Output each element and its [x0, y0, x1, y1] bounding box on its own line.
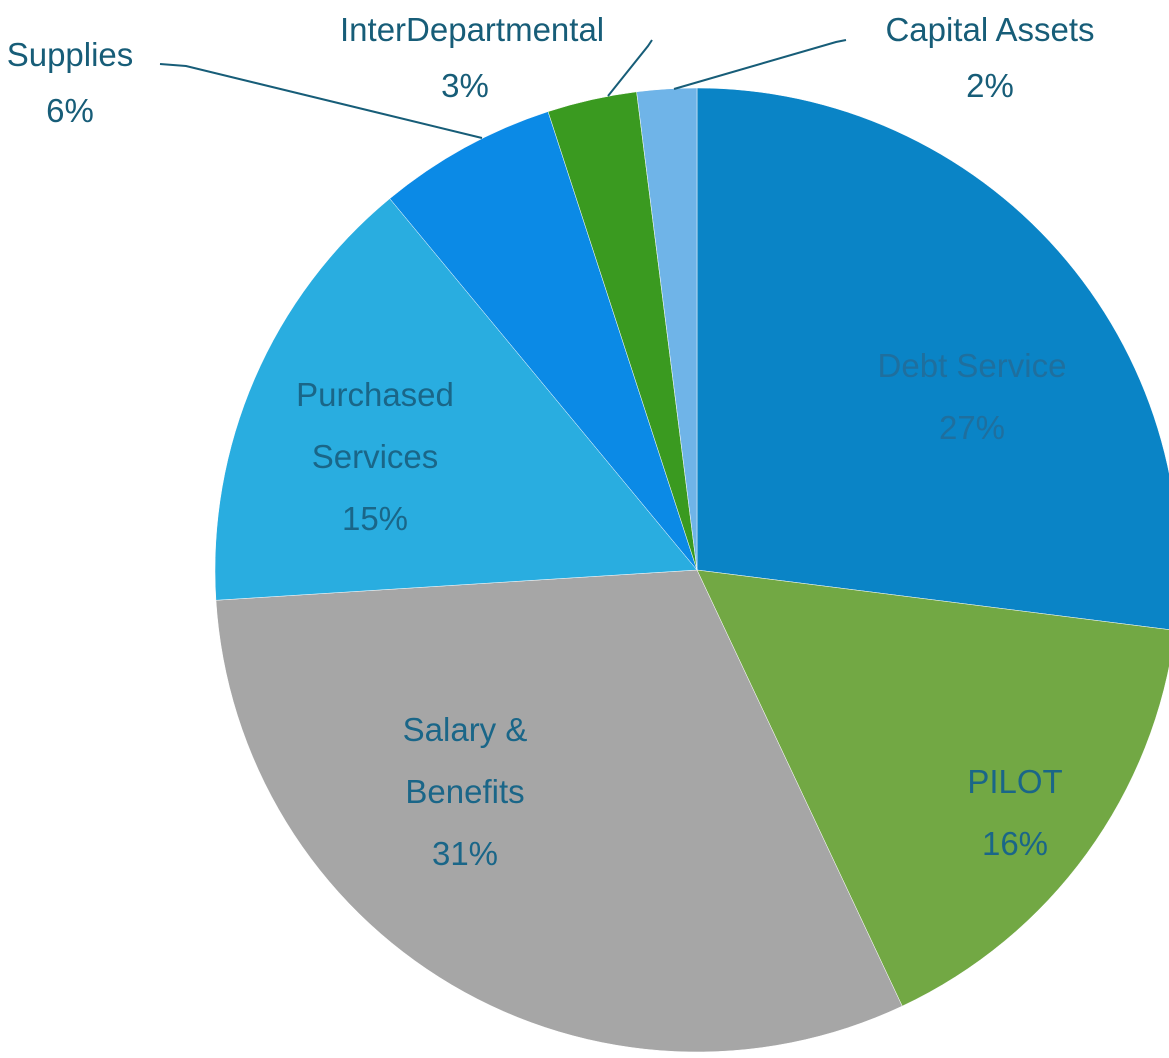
slice-label: Debt Service 27% [847, 335, 1097, 459]
category-label: Debt Service [877, 347, 1067, 384]
slice-label: Supplies 6% [0, 27, 195, 139]
value-label: 16% [981, 825, 1049, 862]
pie-slice [389, 111, 698, 571]
value-label: 15% [341, 500, 409, 537]
pie-slice [215, 569, 903, 1053]
pie-slice [696, 569, 1169, 1007]
value-label: 27% [938, 409, 1006, 446]
value-label: 3% [441, 67, 489, 104]
leader-line [159, 63, 483, 139]
pie-slice [696, 87, 1169, 630]
value-label: 31% [431, 835, 499, 872]
slice-label: Capital Assets 2% [865, 2, 1115, 114]
category-label: PILOT [967, 763, 1063, 800]
category-label: Purchased Services [296, 376, 454, 475]
category-label: Salary & Benefits [402, 711, 528, 810]
slices [214, 87, 1169, 1053]
slice-label: PILOT 16% [890, 751, 1140, 875]
pie-slice [636, 87, 698, 571]
pie-slice [214, 198, 698, 601]
category-label: Capital Assets [885, 11, 1095, 48]
slice-label: Salary & Benefits 31% [340, 699, 590, 885]
category-label: InterDepartmental [340, 11, 605, 48]
value-label: 2% [966, 67, 1014, 104]
leader-line [673, 39, 847, 90]
leader-line [607, 39, 653, 97]
value-label: 6% [46, 92, 94, 129]
slice-label: Purchased Services 15% [250, 364, 500, 550]
category-label: Supplies [6, 36, 134, 73]
slice-label: InterDepartmental 3% [340, 2, 605, 114]
